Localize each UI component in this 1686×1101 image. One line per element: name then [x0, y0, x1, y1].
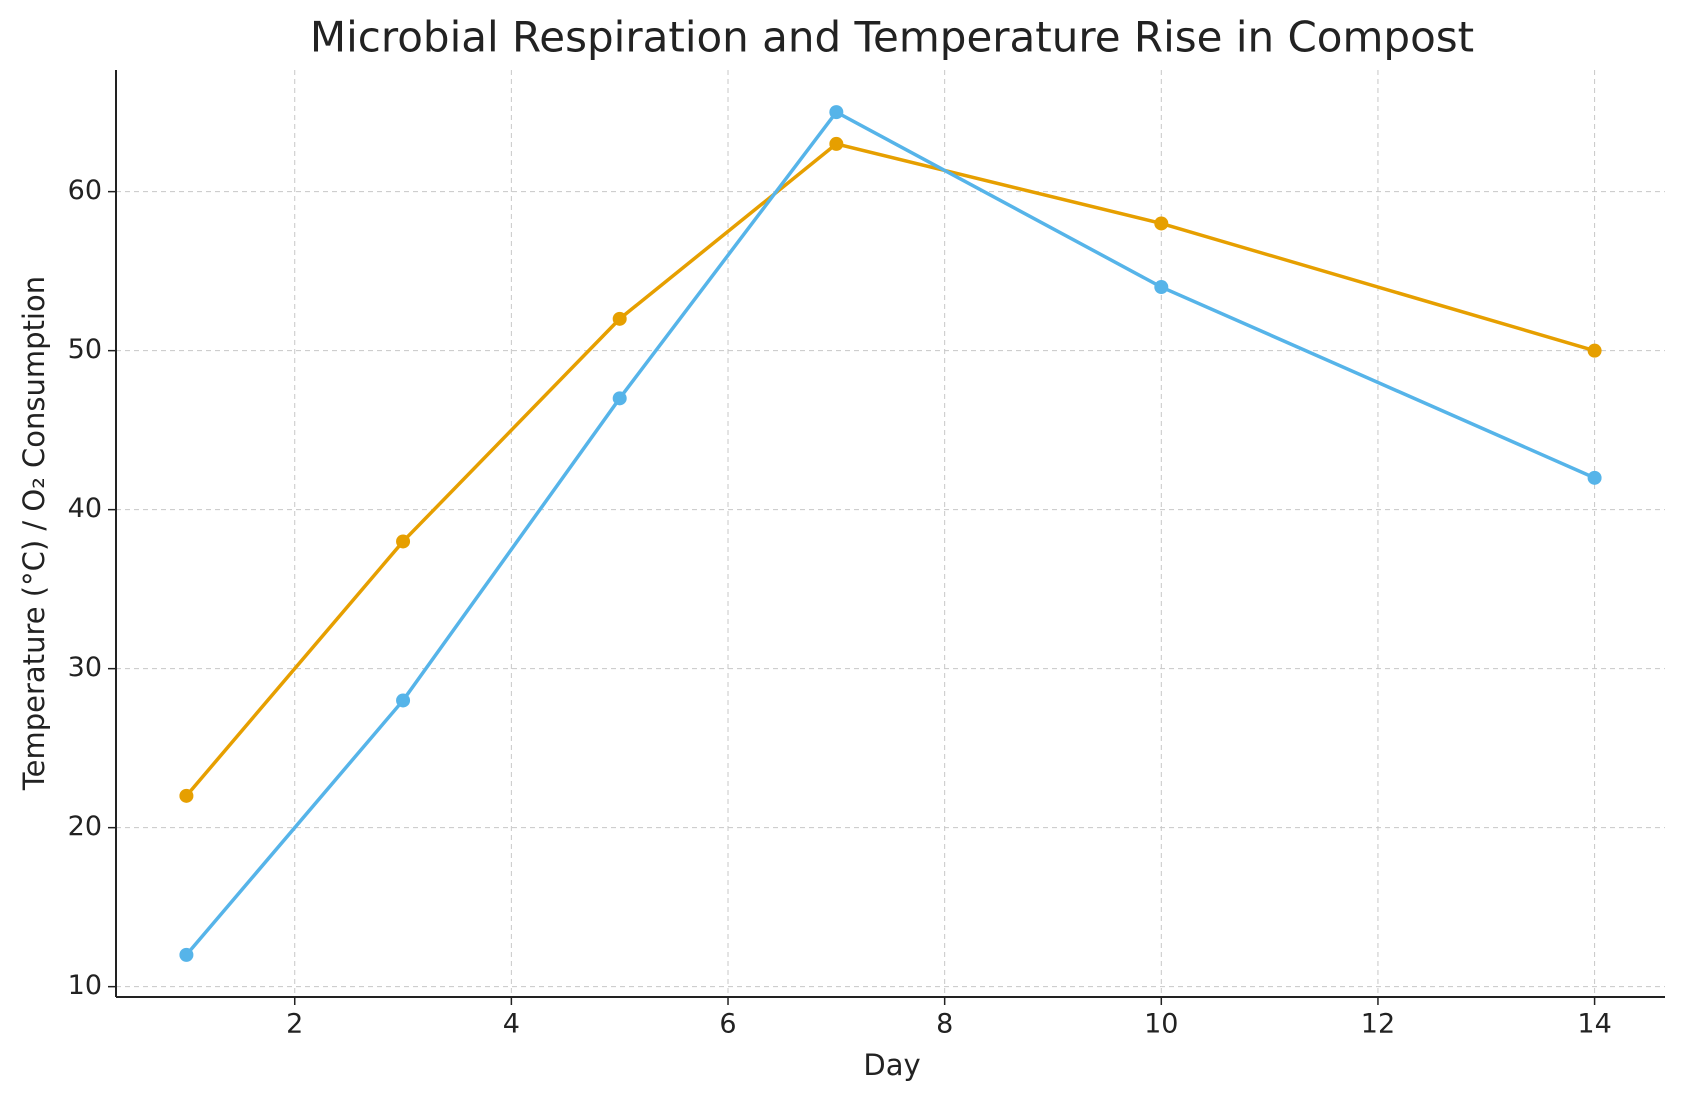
data-point	[829, 136, 844, 151]
data-point	[612, 391, 627, 406]
x-tick-label: 10	[1144, 1009, 1178, 1040]
x-axis-label: Day	[863, 1048, 920, 1082]
data-point	[612, 311, 627, 326]
data-point	[396, 693, 411, 708]
x-tick-label: 4	[503, 1009, 520, 1040]
x-tick-label: 8	[936, 1009, 953, 1040]
data-point	[1154, 216, 1169, 231]
data-point	[179, 788, 194, 803]
data-point	[179, 947, 194, 962]
y-tick-label: 40	[68, 493, 102, 524]
y-axis-label: Temperature (°C) / O₂ Consumption	[17, 276, 51, 791]
data-point	[1154, 280, 1169, 295]
series-line	[185, 142, 1596, 797]
y-tick-label: 30	[68, 652, 102, 683]
chart-title: Microbial Respiration and Temperature Ri…	[310, 13, 1474, 62]
series-line	[185, 109, 1596, 956]
x-tick-label: 12	[1361, 1009, 1395, 1040]
x-tick-label: 6	[719, 1009, 736, 1040]
x-tick-label: 14	[1577, 1009, 1611, 1040]
data-point	[396, 534, 411, 549]
x-tick-label: 2	[286, 1009, 303, 1040]
y-tick-label: 20	[68, 811, 102, 842]
data-point	[829, 105, 844, 120]
data-point	[1587, 343, 1602, 358]
data-point	[1587, 470, 1602, 485]
y-tick-label: 60	[68, 175, 102, 206]
y-tick-label: 10	[68, 970, 102, 1001]
y-tick-label: 50	[68, 334, 102, 365]
